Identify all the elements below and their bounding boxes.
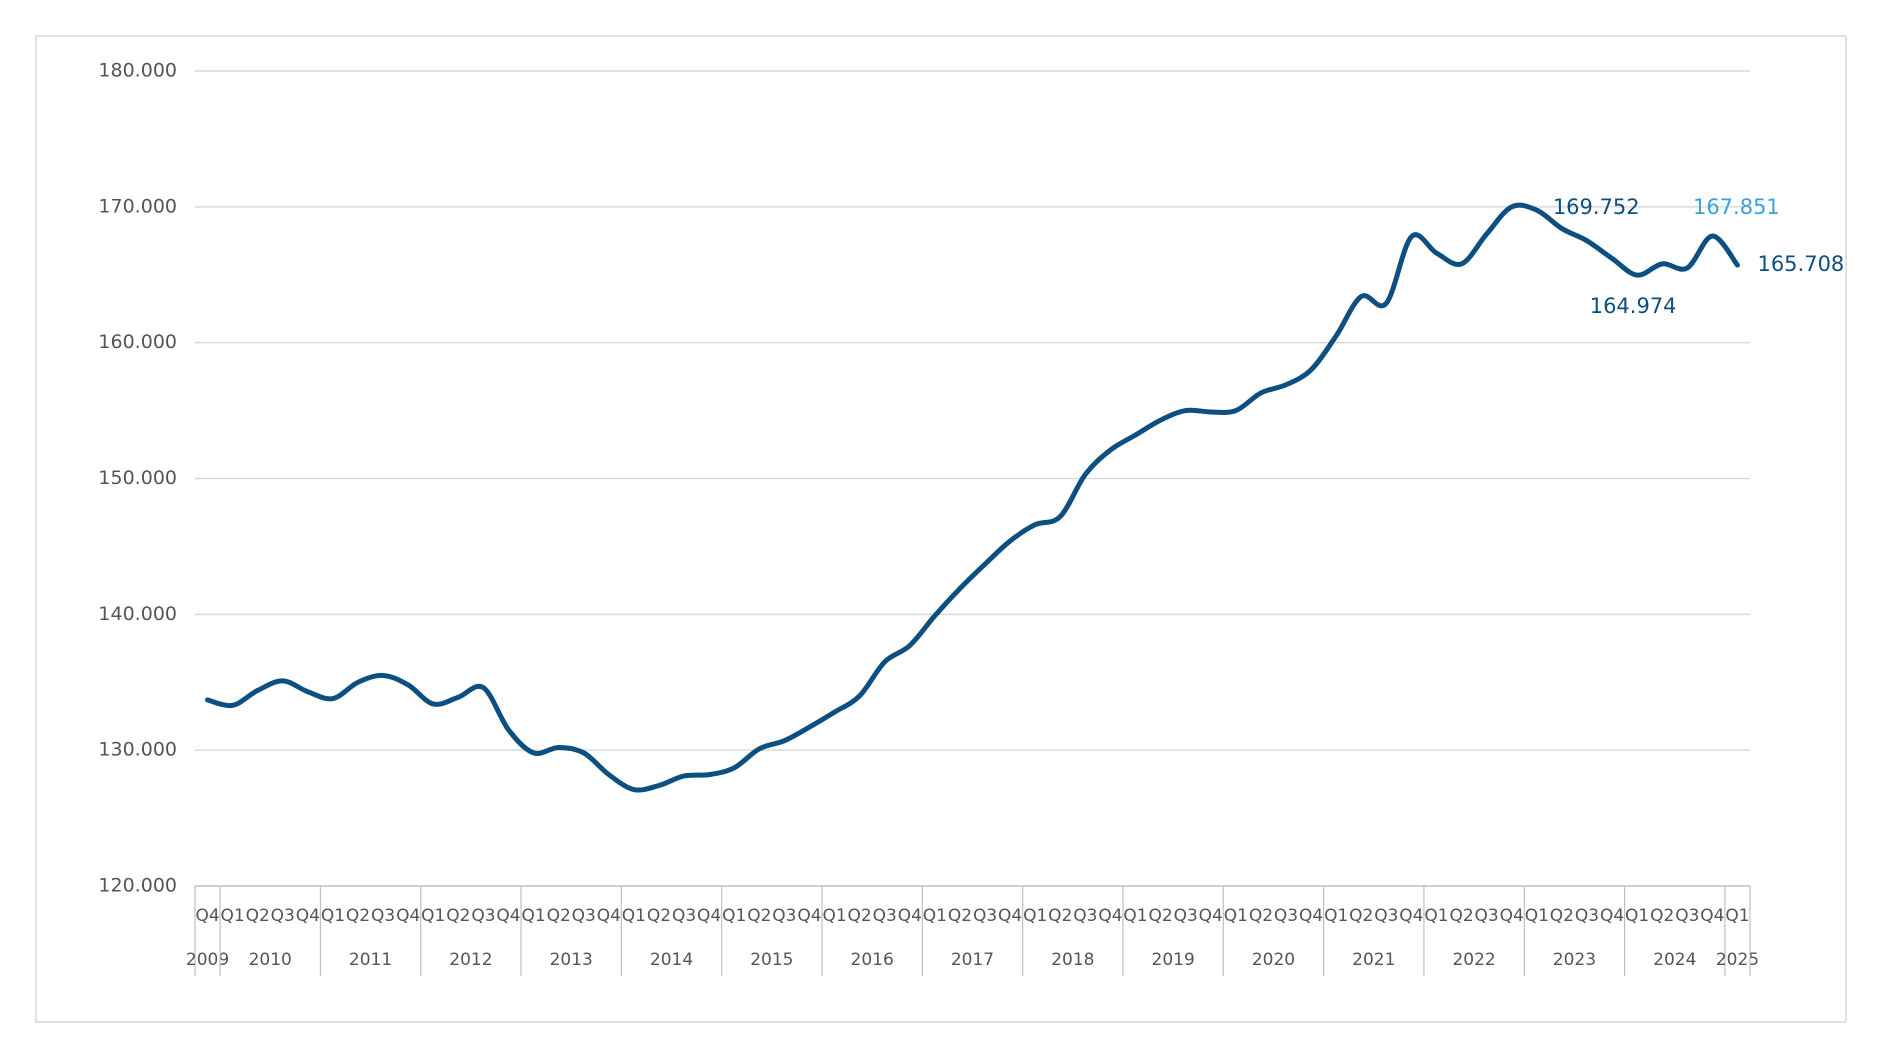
- x-tick-label: Q1: [1224, 906, 1248, 926]
- x-tick-label: Q1: [1123, 906, 1147, 926]
- x-tick-label: Q4: [998, 906, 1022, 926]
- data-label: 169.752: [1553, 195, 1640, 219]
- x-tick-label: Q4: [797, 906, 821, 926]
- year-label: 2013: [550, 950, 593, 970]
- x-tick-label: Q2: [747, 906, 771, 926]
- x-tick-label: Q2: [346, 906, 370, 926]
- x-tick-label: Q4: [898, 906, 922, 926]
- x-tick-label: Q4: [697, 906, 721, 926]
- y-tick-label: 170.000: [98, 195, 177, 217]
- x-tick-label: Q1: [622, 906, 646, 926]
- x-tick-label: Q4: [1299, 906, 1323, 926]
- y-tick-label: 150.000: [98, 467, 177, 489]
- x-tick-label: Q1: [1424, 906, 1448, 926]
- x-tick-label: Q1: [1324, 906, 1348, 926]
- x-tick-label: Q4: [1500, 906, 1524, 926]
- x-tick-label: Q2: [948, 906, 972, 926]
- x-tick-label: Q1: [1725, 906, 1749, 926]
- y-tick-label: 130.000: [98, 739, 177, 761]
- x-tick-label: Q4: [296, 906, 320, 926]
- x-tick-label: Q4: [195, 906, 219, 926]
- x-tick-label: Q3: [1374, 906, 1398, 926]
- x-tick-label: Q2: [1149, 906, 1173, 926]
- year-label: 2018: [1051, 950, 1094, 970]
- line: [205, 202, 1740, 793]
- year-label: 2024: [1653, 950, 1696, 970]
- x-tick-label: Q4: [1600, 906, 1624, 926]
- year-label: 2020: [1252, 950, 1295, 970]
- x-tick-label: Q2: [547, 906, 571, 926]
- x-tick-label: Q4: [597, 906, 621, 926]
- year-label: 2012: [449, 950, 492, 970]
- x-tick-label: Q3: [1575, 906, 1599, 926]
- x-tick-label: Q4: [496, 906, 520, 926]
- x-tick-label: Q1: [521, 906, 545, 926]
- x-tick-label: Q3: [973, 906, 997, 926]
- year-label: 2015: [750, 950, 793, 970]
- year-label: 2016: [851, 950, 894, 970]
- x-tick-label: Q2: [446, 906, 470, 926]
- x-tick-label: Q4: [1199, 906, 1223, 926]
- x-tick-label: Q1: [1525, 906, 1549, 926]
- x-tick-label: Q3: [1274, 906, 1298, 926]
- x-tick-label: Q2: [246, 906, 270, 926]
- x-tick-label: Q1: [321, 906, 345, 926]
- x-tick-label: Q4: [1700, 906, 1724, 926]
- x-tick-label: Q1: [1625, 906, 1649, 926]
- x-tick-label: Q4: [1098, 906, 1122, 926]
- x-tick-label: Q1: [722, 906, 746, 926]
- x-tick-label: Q3: [772, 906, 796, 926]
- data-label: 165.708: [1757, 252, 1844, 276]
- year-label: 2023: [1553, 950, 1596, 970]
- year-label: 2022: [1452, 950, 1495, 970]
- x-tick-label: Q3: [271, 906, 295, 926]
- x-tick-label: Q2: [1650, 906, 1674, 926]
- x-tick-label: Q3: [1174, 906, 1198, 926]
- year-label: 2014: [650, 950, 693, 970]
- x-tick-label: Q1: [421, 906, 445, 926]
- y-tick-label: 140.000: [98, 603, 177, 625]
- x-tick-label: Q3: [471, 906, 495, 926]
- x-tick-label: Q2: [848, 906, 872, 926]
- x-tick-label: Q1: [221, 906, 245, 926]
- chart-border: [35, 35, 1847, 1023]
- x-tick-label: Q4: [1399, 906, 1423, 926]
- year-label: 2021: [1352, 950, 1395, 970]
- y-tick-label: 180.000: [98, 60, 177, 82]
- x-tick-label: Q3: [1675, 906, 1699, 926]
- x-tick-label: Q3: [371, 906, 395, 926]
- year-label: 2019: [1152, 950, 1195, 970]
- year-label: 2009: [186, 950, 229, 970]
- x-tick-label: Q1: [1023, 906, 1047, 926]
- year-label: 2010: [249, 950, 292, 970]
- x-tick-label: Q4: [396, 906, 420, 926]
- x-tick-label: Q2: [647, 906, 671, 926]
- x-tick-label: Q2: [1449, 906, 1473, 926]
- x-tick-label: Q3: [1475, 906, 1499, 926]
- y-tick-label: 120.000: [98, 875, 177, 897]
- x-tick-label: Q2: [1349, 906, 1373, 926]
- year-label: 2011: [349, 950, 392, 970]
- x-tick-label: Q1: [822, 906, 846, 926]
- x-tick-label: Q2: [1249, 906, 1273, 926]
- x-tick-label: Q3: [572, 906, 596, 926]
- x-tick-label: Q2: [1048, 906, 1072, 926]
- data-label: 164.974: [1590, 294, 1677, 318]
- x-tick-label: Q2: [1550, 906, 1574, 926]
- y-tick-label: 160.000: [98, 331, 177, 353]
- x-tick-label: Q3: [1073, 906, 1097, 926]
- year-label: 2025: [1716, 950, 1759, 970]
- x-tick-label: Q3: [873, 906, 897, 926]
- x-tick-label: Q1: [923, 906, 947, 926]
- year-label: 2017: [951, 950, 994, 970]
- data-label: 167.851: [1693, 195, 1780, 219]
- x-tick-label: Q3: [672, 906, 696, 926]
